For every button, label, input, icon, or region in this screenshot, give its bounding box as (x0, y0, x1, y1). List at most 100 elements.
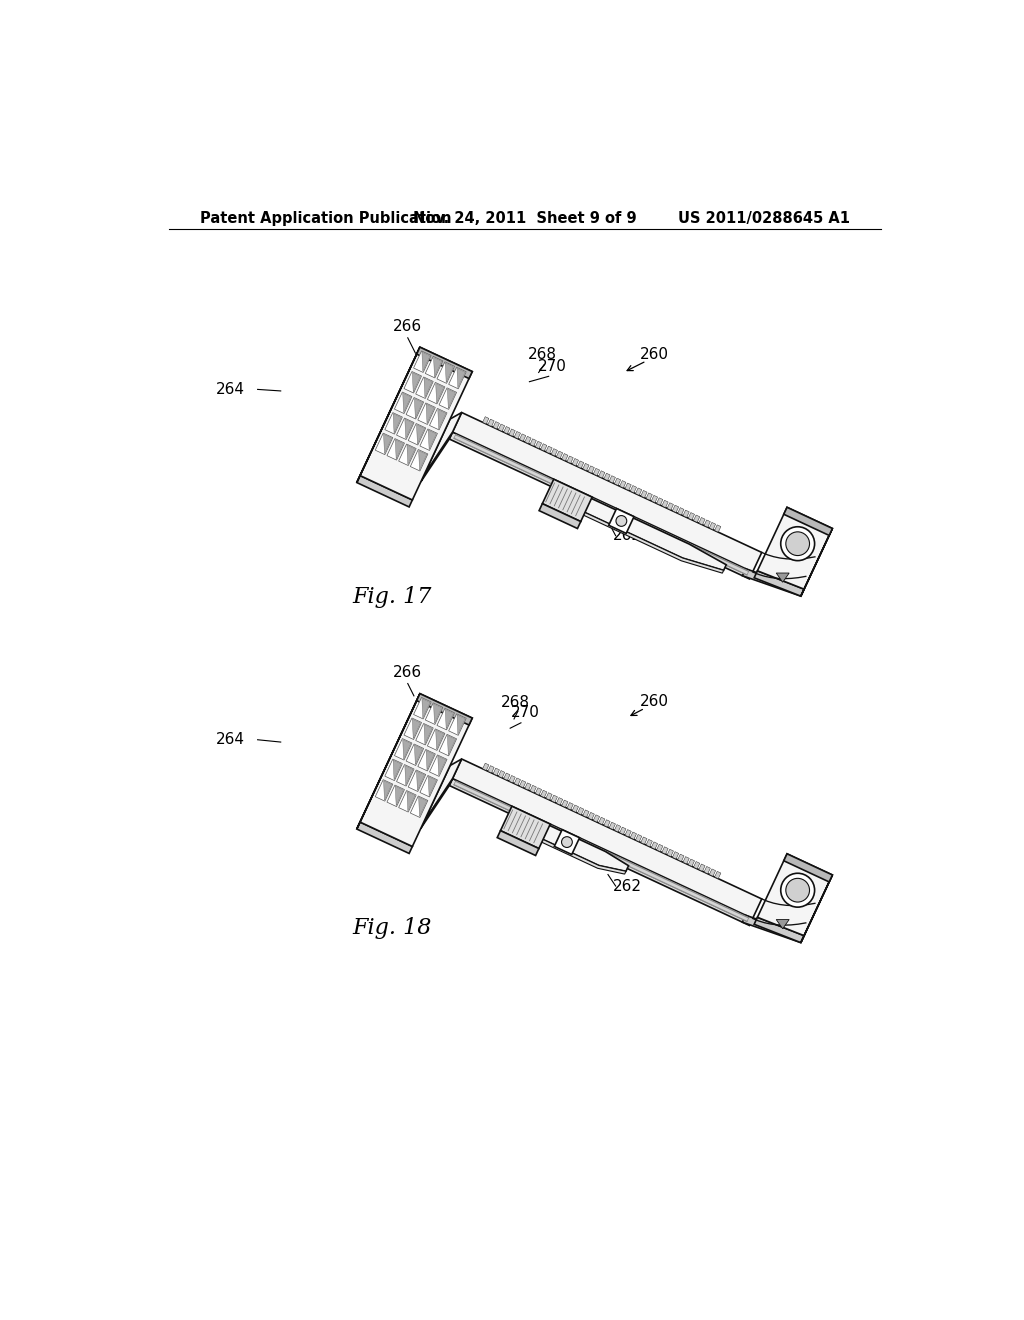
Polygon shape (641, 491, 647, 498)
Polygon shape (395, 787, 403, 805)
Polygon shape (411, 450, 428, 471)
Text: 270: 270 (538, 359, 567, 374)
Text: 268: 268 (501, 694, 530, 710)
Polygon shape (562, 800, 568, 808)
Polygon shape (433, 358, 441, 378)
Polygon shape (783, 507, 833, 536)
Polygon shape (433, 704, 441, 723)
Polygon shape (395, 440, 403, 459)
Circle shape (780, 874, 815, 907)
Polygon shape (620, 480, 626, 488)
Polygon shape (742, 915, 804, 942)
Circle shape (785, 532, 810, 556)
Polygon shape (437, 362, 455, 383)
Polygon shape (668, 503, 674, 510)
Polygon shape (457, 368, 465, 388)
Polygon shape (450, 779, 753, 925)
Polygon shape (437, 709, 455, 730)
Text: 260: 260 (640, 347, 669, 362)
Polygon shape (614, 478, 621, 486)
Polygon shape (758, 854, 833, 936)
Polygon shape (698, 517, 706, 525)
Polygon shape (424, 725, 432, 744)
Polygon shape (593, 814, 600, 822)
Polygon shape (396, 764, 414, 785)
Polygon shape (776, 920, 790, 929)
Polygon shape (375, 433, 393, 454)
Polygon shape (494, 768, 500, 775)
Polygon shape (422, 352, 430, 371)
Polygon shape (499, 424, 505, 432)
Polygon shape (754, 917, 804, 942)
Polygon shape (514, 777, 520, 785)
Polygon shape (556, 797, 563, 805)
Polygon shape (417, 347, 472, 379)
Polygon shape (418, 403, 435, 425)
Polygon shape (662, 846, 669, 854)
Polygon shape (424, 412, 462, 475)
Polygon shape (425, 704, 442, 725)
Polygon shape (651, 842, 657, 849)
Polygon shape (572, 458, 579, 466)
Polygon shape (541, 444, 547, 451)
Polygon shape (683, 510, 689, 517)
Polygon shape (421, 779, 453, 829)
Polygon shape (604, 474, 610, 480)
Polygon shape (449, 714, 466, 735)
Polygon shape (604, 820, 610, 828)
Polygon shape (428, 776, 436, 796)
Polygon shape (439, 388, 457, 409)
Polygon shape (509, 775, 515, 783)
Polygon shape (578, 495, 726, 570)
Polygon shape (599, 817, 605, 825)
Polygon shape (438, 409, 446, 429)
Polygon shape (447, 389, 456, 408)
Polygon shape (387, 785, 404, 807)
Polygon shape (801, 528, 833, 597)
Polygon shape (578, 808, 584, 814)
Polygon shape (435, 383, 443, 403)
Polygon shape (418, 750, 435, 771)
Polygon shape (420, 775, 437, 797)
Circle shape (616, 516, 627, 527)
Polygon shape (407, 792, 415, 810)
Polygon shape (384, 780, 392, 800)
Polygon shape (426, 404, 434, 424)
Polygon shape (636, 488, 642, 495)
Text: Patent Application Publication: Patent Application Publication (200, 211, 452, 226)
Polygon shape (482, 763, 488, 771)
Polygon shape (705, 866, 711, 874)
Polygon shape (419, 797, 427, 817)
Polygon shape (416, 723, 433, 744)
Polygon shape (501, 807, 550, 849)
Polygon shape (396, 418, 414, 440)
Polygon shape (445, 709, 454, 729)
Polygon shape (662, 500, 669, 508)
Polygon shape (715, 871, 721, 879)
Polygon shape (567, 455, 573, 463)
Polygon shape (541, 791, 547, 797)
Polygon shape (439, 734, 457, 756)
Polygon shape (387, 438, 404, 461)
Polygon shape (402, 393, 411, 413)
Polygon shape (424, 378, 432, 397)
Polygon shape (599, 471, 605, 478)
Polygon shape (556, 451, 563, 458)
Polygon shape (776, 573, 790, 582)
Polygon shape (398, 791, 416, 812)
Polygon shape (409, 770, 426, 792)
Circle shape (780, 527, 815, 561)
Polygon shape (514, 432, 520, 438)
Polygon shape (422, 698, 430, 718)
Polygon shape (404, 766, 413, 785)
Text: 260: 260 (640, 694, 669, 709)
Polygon shape (419, 450, 427, 470)
Text: Fig. 17: Fig. 17 (352, 586, 432, 609)
Polygon shape (504, 426, 510, 434)
Polygon shape (417, 771, 425, 791)
Circle shape (561, 837, 572, 847)
Polygon shape (539, 504, 581, 528)
Polygon shape (450, 432, 753, 579)
Polygon shape (445, 363, 454, 383)
Polygon shape (562, 454, 568, 461)
